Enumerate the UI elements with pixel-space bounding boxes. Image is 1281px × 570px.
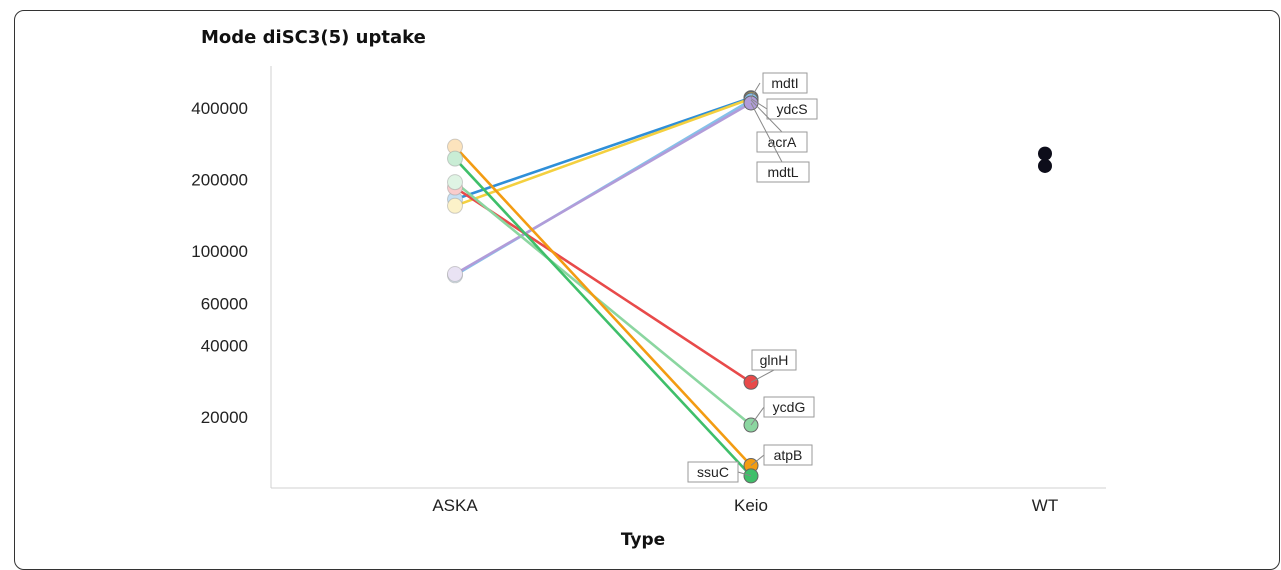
callout-box-ydcS <box>766 98 818 120</box>
series-line-ycdG <box>454 181 752 427</box>
callout-leader-ssuC <box>737 471 752 477</box>
wt-point <box>1038 146 1052 161</box>
aska-point-ycdG <box>447 174 463 191</box>
x-axis-label: Type <box>621 530 665 550</box>
callout-box-ycdG <box>763 396 815 418</box>
series-line-mdtI <box>454 96 752 201</box>
callout-label-glnH: glnH <box>760 352 789 368</box>
y-tick-label: 60000 <box>201 295 248 314</box>
callout-leader-ydcS <box>750 98 768 110</box>
aska-point-mdtL <box>447 266 463 283</box>
callout-label-ycdG: ycdG <box>773 399 806 415</box>
callout-box-acrA <box>756 131 808 153</box>
y-tick-label: 20000 <box>201 408 248 427</box>
callout-box-glnH <box>751 349 797 371</box>
x-tick-label: WT <box>1032 496 1058 515</box>
chart-svg: 20000 40000 60000 100000 200000 400000 ASKA Kei… <box>191 66 1106 550</box>
callout-leader-mdtL <box>750 102 783 163</box>
callout-label-mdtI: mdtI <box>771 75 798 91</box>
aska-point-ssuC <box>447 150 463 167</box>
y-tick-label: 400000 <box>191 99 248 118</box>
series-line-ydcS <box>454 97 752 208</box>
callout-label-acrA: acrA <box>768 134 797 150</box>
callout-leader-ycdG <box>750 406 765 426</box>
callout-box-mdtL <box>756 161 810 183</box>
callout-box-mdtI <box>762 72 808 94</box>
y-tick-label: 200000 <box>191 170 248 189</box>
callout-label-atpB: atpB <box>774 447 803 463</box>
callout-leader-acrA <box>750 99 783 133</box>
y-tick-label: 100000 <box>191 242 248 261</box>
wt-point <box>1038 158 1052 173</box>
callout-label-ssuC: ssuC <box>697 464 729 480</box>
chart-title: Mode diSC3(5) uptake <box>201 27 426 48</box>
series-line-atpB <box>454 145 752 467</box>
callout-label-mdtL: mdtL <box>767 164 798 180</box>
callout-leader-mdtI <box>750 82 761 98</box>
callout-leader-glnH <box>750 369 775 383</box>
callout-label-ydcS: ydcS <box>776 101 807 117</box>
aska-point-ydcS <box>447 197 463 214</box>
callout-leader-atpB <box>750 454 765 466</box>
x-tick-label: ASKA <box>432 496 478 515</box>
x-tick-label: Keio <box>734 496 768 515</box>
series-line-ssuC <box>454 157 752 477</box>
y-tick-label: 40000 <box>201 337 248 356</box>
series-line-mdtL <box>454 101 752 276</box>
callout-box-atpB <box>763 444 813 466</box>
series-line-glnH <box>454 186 752 384</box>
callout-box-ssuC <box>687 461 739 483</box>
